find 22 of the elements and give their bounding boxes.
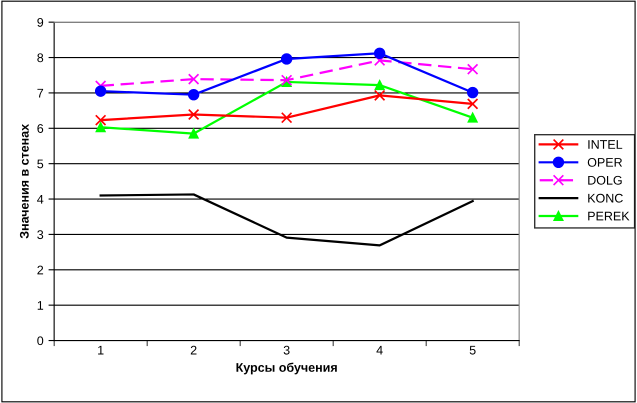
y-tick-label: 7 xyxy=(37,88,44,98)
y-tick-label: 1 xyxy=(38,301,44,310)
y-tick-label: 4 xyxy=(37,194,44,204)
y-tick-label: 0 xyxy=(37,336,44,346)
y-tick-label: 9 xyxy=(37,18,44,27)
legend-label: KONC xyxy=(588,194,623,203)
y-tick-label: 6 xyxy=(37,124,44,133)
x-tick-label: 4 xyxy=(376,346,383,354)
y-axis-title: Значения в стенах xyxy=(20,124,29,238)
y-tick-label: 2 xyxy=(37,266,44,274)
x-tick-label: 2 xyxy=(190,346,196,354)
x-axis-title: Курсы обучения xyxy=(236,362,337,374)
legend-label: DOLG xyxy=(588,176,622,185)
y-tick-label: 3 xyxy=(37,230,44,240)
y-tick-label: 5 xyxy=(37,160,44,168)
legend-label: INTEL xyxy=(588,140,622,149)
legend-label: OPER xyxy=(588,158,622,167)
legend-label: PEREK xyxy=(588,212,630,220)
x-tick-label: 5 xyxy=(470,346,476,355)
x-tick-label: 3 xyxy=(284,346,290,355)
x-tick-label: 1 xyxy=(98,346,104,354)
y-tick-label: 8 xyxy=(37,53,44,62)
